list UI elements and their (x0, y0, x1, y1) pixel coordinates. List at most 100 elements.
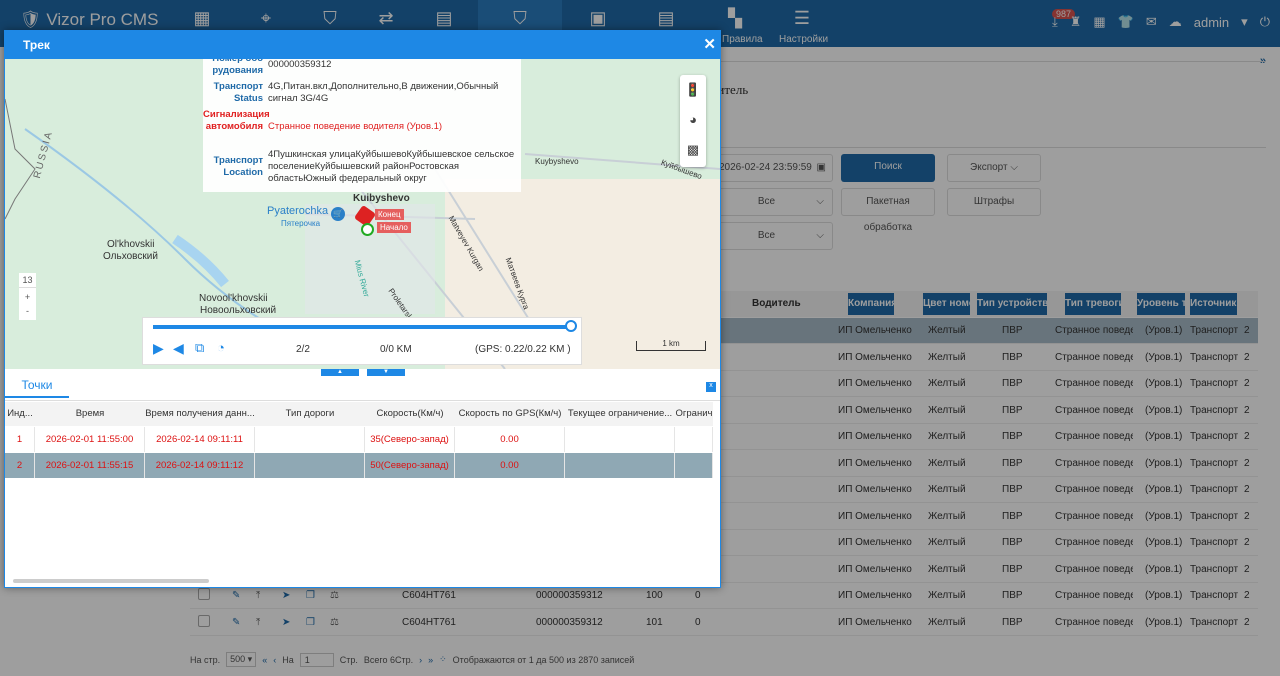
points-cell: 50(Северо-запад) (365, 453, 455, 478)
power-icon[interactable]: ⏻ (1259, 14, 1270, 29)
points-cell (255, 453, 365, 478)
video-report-icon[interactable]: ▣ (589, 8, 607, 28)
edit-icon[interactable]: ✎ (232, 590, 241, 601)
chevron-down-icon[interactable]: ▾ (1241, 14, 1248, 29)
vehicle-icon[interactable]: ▤ (435, 8, 453, 28)
satellite-icon[interactable]: ◕ (689, 112, 697, 127)
play-icon[interactable]: ▶ (153, 340, 164, 356)
upload-icon[interactable]: ⤒ (256, 616, 261, 628)
rules-icon[interactable]: ▚ (728, 8, 742, 28)
grid-icon[interactable]: ▦ (1093, 14, 1106, 29)
table-row[interactable]: ✎ ⤒ ➤ ❐ ⚖ C604HT761 000000359312 100 0 ИП… (190, 583, 1258, 609)
copy-icon[interactable]: ❐ (306, 590, 315, 601)
settings-icon[interactable]: ☰ (793, 8, 811, 28)
points-cell: 2026-02-14 09:11:11 (145, 427, 255, 452)
distance: 0/0 KM (380, 344, 412, 355)
col-alarm-level[interactable]: Уровень тр (1137, 293, 1185, 315)
edit-icon[interactable]: ✎ (232, 616, 241, 628)
track-modal: Трек ✕ Kuibyshevo Pyaterochka Пятерочка 🛒… (4, 30, 721, 588)
start-marker-label: Начало (377, 222, 411, 233)
user-toolbar: ⤓ ♜ ▦ 👕 ✉ ☁ admin ▾ ⏻ (1052, 14, 1270, 30)
table-row[interactable]: ИП Омельченко Желтый ПВР Странное поведе… (190, 557, 1258, 583)
col-device-type[interactable]: Тип устройства (977, 293, 1047, 315)
fines-button[interactable]: Штрафы (947, 188, 1041, 216)
exchange-icon[interactable]: ⇄ (378, 8, 394, 28)
start-marker-icon[interactable] (361, 223, 374, 236)
alarm-shield-icon[interactable]: ⛉ (513, 8, 527, 28)
send-icon[interactable]: ➤ (282, 590, 291, 601)
col-driver[interactable]: Водитель (752, 298, 801, 309)
nav-rules[interactable]: Правила (722, 34, 763, 45)
points-cell: 1 (5, 427, 35, 452)
filter-select-2[interactable]: Все ⌵ (700, 222, 833, 250)
process-icon[interactable]: ⚖ (330, 590, 339, 601)
playback-handle[interactable] (565, 320, 577, 332)
row-checkbox[interactable] (198, 588, 210, 600)
per-page-select[interactable]: 500 ▾ (226, 652, 257, 667)
end-date-input[interactable]: 2026-02-24 23:59:59 ▣ (700, 154, 833, 182)
close-icon[interactable]: ✕ (703, 36, 716, 53)
last-page-button[interactable]: » (428, 654, 434, 665)
batch-process-button[interactable]: Пакетная обработка (841, 188, 935, 233)
3d-box-icon[interactable]: ▩ (686, 142, 700, 157)
tab-points[interactable]: Точки (5, 378, 69, 398)
points-cell (565, 453, 675, 478)
table-row[interactable]: ИП Омельченко Желтый ПВР Странное поведе… (190, 345, 1258, 371)
points-cell: 0.00 (455, 453, 565, 478)
points-table-row[interactable]: 2 2026-02-01 11:55:15 2026-02-14 09:11:12 5… (5, 453, 713, 478)
horizontal-scrollbar[interactable] (13, 579, 209, 583)
playback-slider[interactable] (153, 320, 577, 332)
process-icon[interactable]: ⚖ (330, 616, 339, 628)
copy-icon[interactable]: ❐ (306, 616, 315, 628)
calendar-icon[interactable]: ▣ (816, 162, 826, 173)
zoom-out-button[interactable]: - (26, 306, 29, 316)
table-row[interactable]: ИП Омельченко Желтый ПВР Странное поведе… (190, 477, 1258, 503)
report-icon[interactable]: ▦ (193, 8, 211, 28)
shirt-icon[interactable]: 👕 (1117, 14, 1134, 29)
col-company[interactable]: Компания (848, 293, 894, 315)
first-page-button[interactable]: « (262, 654, 268, 665)
table-row[interactable]: ✎ ⤒ ➤ ❐ ⚖ C604HT761 000000359312 101 0 ИП… (190, 610, 1258, 636)
playback-progress (153, 325, 571, 329)
table-row[interactable]: ИП Омельченко Желтый ПВР Странное поведе… (190, 504, 1258, 530)
map-view[interactable]: Kuibyshevo Pyaterochka Пятерочка 🛒 Ol'kh… (5, 59, 720, 369)
filter-select-1[interactable]: Все ⌵ (700, 188, 833, 216)
download-icon[interactable]: ⤓ (1051, 14, 1058, 29)
row-checkbox[interactable] (198, 614, 210, 627)
export-dropdown[interactable]: Экспорт ⌵ (947, 154, 1041, 182)
col-source[interactable]: Источник т (1190, 293, 1237, 315)
user-menu[interactable]: admin (1193, 14, 1230, 30)
rewind-icon[interactable]: ◀ (173, 340, 184, 356)
excel-export-icon[interactable]: x (706, 382, 716, 392)
col-plate-color[interactable]: Цвет номе (923, 293, 970, 315)
map-location-icon[interactable]: ⌖ (260, 8, 272, 28)
zoom-control: 13 + - (19, 273, 36, 320)
mail-icon[interactable]: ✉ (1145, 14, 1157, 29)
page-input[interactable]: 1 (299, 652, 334, 667)
next-page-button[interactable]: › (419, 654, 423, 665)
table-row[interactable]: ИП Омельченко Желтый ПВР Странное поведе… (190, 371, 1258, 397)
points-cell: 2026-02-01 11:55:00 (35, 427, 145, 452)
speed-icon[interactable]: ◔ (217, 340, 225, 355)
prev-page-button[interactable]: ‹ (273, 654, 277, 665)
upload-icon[interactable]: ⤒ (256, 590, 261, 601)
table-row[interactable]: ИП Омельченко Желтый ПВР Странное поведе… (190, 424, 1258, 450)
nav-settings[interactable]: Настройки (779, 34, 829, 45)
follow-icon[interactable]: ⧉ (195, 340, 205, 355)
refresh-icon[interactable]: ⁘ (439, 654, 447, 664)
shield-icon[interactable]: ⛉ (323, 8, 337, 28)
cloud-icon[interactable]: ☁ (1168, 14, 1182, 29)
traffic-light-icon[interactable]: 🚦 (684, 82, 702, 97)
table-row[interactable]: ИП Омельченко Желтый ПВР Странное поведе… (190, 530, 1258, 556)
table-row[interactable]: ИП Омельченко Желтый ПВР Странное поведе… (190, 398, 1258, 424)
zoom-in-button[interactable]: + (24, 292, 31, 302)
col-alarm-type[interactable]: Тип тревоги (1065, 293, 1121, 315)
document-icon[interactable]: ▤ (657, 8, 675, 28)
points-table-row[interactable]: 1 2026-02-01 11:55:00 2026-02-14 09:11:11 3… (5, 427, 713, 452)
search-button[interactable]: Поиск (841, 154, 935, 182)
alarm-icon[interactable]: ♜ (1069, 14, 1082, 29)
collapse-down-button[interactable]: ▼ (367, 369, 405, 376)
send-icon[interactable]: ➤ (282, 616, 291, 628)
collapse-up-button[interactable]: ▲ (321, 369, 359, 376)
table-row[interactable]: ИП Омельченко Желтый ПВР Странное поведе… (190, 451, 1258, 477)
